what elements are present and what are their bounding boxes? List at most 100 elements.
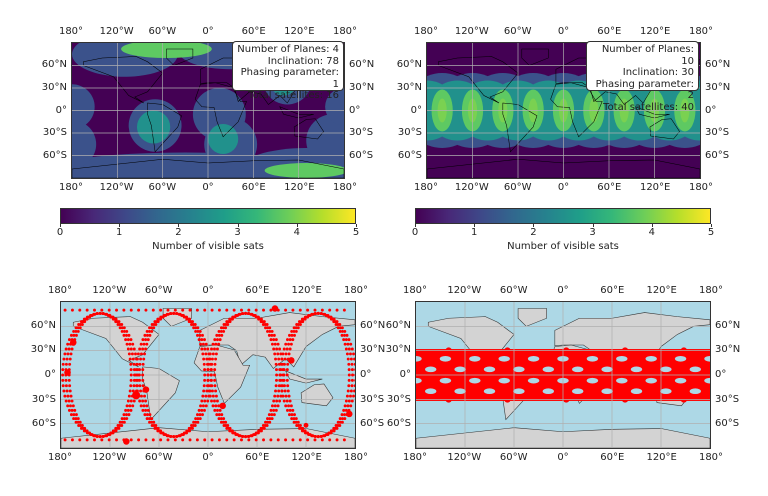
satellite-marker [156, 426, 160, 430]
satellite-marker [135, 362, 139, 366]
satellite-marker [279, 373, 283, 377]
satellite-marker [279, 362, 283, 366]
satellite-marker [64, 347, 68, 351]
landmass [147, 102, 182, 153]
satellite-marker [66, 404, 70, 408]
lon-tick-label-top: 0° [557, 285, 569, 296]
satellite-marker [70, 408, 74, 412]
satellite-marker [126, 347, 130, 351]
satellite-marker [139, 357, 143, 361]
satellite-marker [278, 399, 282, 403]
satellite-marker [280, 357, 284, 361]
lon-tick-label-top: 180° [688, 26, 714, 37]
satellite-marker [70, 399, 74, 403]
satellite-marker [226, 424, 230, 427]
satellite-marker [67, 408, 71, 412]
coverage-gap [586, 355, 599, 362]
satellite-marker [106, 313, 110, 317]
lon-tick-label-top: 180° [47, 285, 73, 296]
satellite-marker [215, 338, 219, 342]
satellite-marker [249, 434, 253, 438]
satellite-marker [129, 438, 133, 442]
lat-tick-label-right: 30°S [705, 127, 730, 139]
satellite-marker [122, 326, 126, 330]
satellite-marker [116, 424, 120, 427]
satellite-marker [152, 420, 156, 424]
planes-text: Number of Planes: 10 [601, 44, 694, 67]
lat-tick-label-left: 30°S [386, 393, 411, 405]
satellite-marker [142, 357, 146, 361]
satellite-marker [80, 424, 84, 427]
satellite-marker [96, 434, 99, 438]
lon-tick-label-bottom: 0° [557, 182, 570, 193]
satellite-marker [85, 438, 89, 442]
satellite-marker [262, 308, 266, 312]
lon-tick-label-bottom: 60°W [148, 182, 177, 193]
satellite-marker [142, 342, 146, 346]
lat-tick-label-left: 60°S [42, 150, 67, 162]
satellite-marker [233, 431, 237, 435]
coverage-gap [469, 355, 481, 362]
coverage-gap [542, 388, 555, 395]
satellite-marker [131, 404, 135, 408]
satellite-marker [266, 420, 270, 424]
satellite-marker [85, 317, 89, 321]
satellite-marker [143, 394, 147, 398]
satellite-marker [128, 357, 132, 361]
satellite-marker [61, 384, 65, 388]
satellite-marker [69, 352, 73, 356]
coverage-gap [586, 377, 599, 384]
lat-tick-label-right: 60°S [715, 418, 740, 430]
satellite-marker [64, 362, 68, 366]
satellite-marker [354, 379, 355, 382]
satellite-marker [345, 333, 349, 337]
satellite-marker [286, 338, 289, 342]
lon-tick-label-bottom: 180° [402, 452, 428, 463]
satellite-marker [190, 323, 193, 326]
satellite-marker [343, 333, 346, 337]
landmass [634, 106, 670, 119]
satellite-marker [104, 312, 108, 316]
coverage-gap [527, 355, 540, 362]
satellite-marker [303, 429, 307, 433]
satellite-marker [268, 326, 272, 330]
satellite-marker [174, 434, 178, 438]
satellite-marker [196, 329, 200, 333]
satellite-marker [276, 438, 280, 442]
satellite-marker [203, 347, 207, 351]
satellite-marker [241, 312, 245, 316]
lon-tick-label-bottom: 180° [343, 452, 369, 463]
satellite-marker [344, 347, 348, 351]
landmass [293, 118, 324, 140]
satellite-marker [74, 413, 78, 417]
satellite-marker [127, 333, 131, 337]
satellite-marker [159, 429, 163, 433]
satellite-marker [196, 417, 200, 421]
satellite-marker [354, 368, 355, 371]
satellite-marker [161, 315, 165, 319]
satellite-marker [343, 342, 347, 346]
satellite-marker [141, 408, 145, 412]
satellite-marker [236, 433, 240, 437]
satellite-marker [349, 389, 353, 393]
satellite-marker [288, 413, 291, 417]
satellite-marker [61, 378, 65, 382]
satellite-marker [288, 347, 292, 351]
satellite-marker [244, 311, 248, 315]
satellite-marker [272, 333, 276, 337]
satellite-marker [200, 399, 204, 403]
satellite-marker [132, 384, 136, 388]
lat-tick-label-right: 60°S [360, 418, 385, 430]
satellite-marker [118, 326, 122, 330]
satellite-marker [208, 394, 212, 398]
colorbar-tick-label: 2 [530, 227, 537, 238]
satellite-marker [281, 352, 285, 356]
satellite-marker [272, 347, 276, 351]
satellite-marker [344, 408, 348, 412]
satellite-marker [150, 417, 154, 421]
satellite-marker [129, 384, 133, 388]
satellite-marker [61, 373, 65, 377]
satellite-marker [294, 420, 298, 424]
satellite-marker [138, 347, 142, 351]
satellite-marker [214, 357, 218, 361]
